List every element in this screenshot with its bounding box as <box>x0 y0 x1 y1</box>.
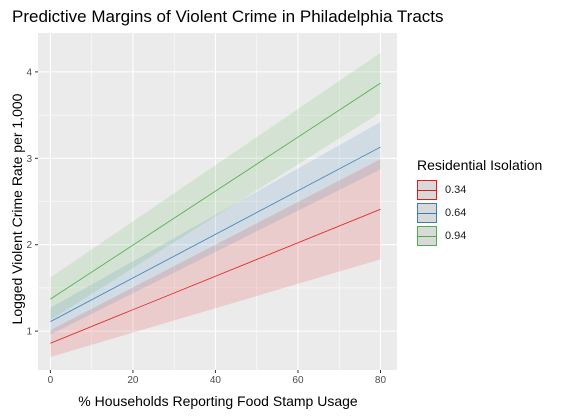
y-tick-label: 3 <box>26 154 32 165</box>
y-tick-label: 4 <box>26 67 32 78</box>
x-axis-ticks: 0 20 40 60 80 <box>48 370 387 386</box>
legend-key-line <box>418 190 436 191</box>
chart-title: Predictive Margins of Violent Crime in P… <box>12 7 444 26</box>
legend: Residential Isolation 0.34 0.64 0.94 <box>417 157 542 248</box>
legend-items: 0.34 0.64 0.94 <box>417 179 542 247</box>
confidence-band-0.64 <box>50 122 381 335</box>
x-tick-label: 80 <box>375 375 387 386</box>
legend-item: 0.94 <box>417 225 542 247</box>
major-gridlines <box>38 33 397 370</box>
confidence-band-0.34 <box>50 159 381 358</box>
x-tick-label: 0 <box>48 375 54 386</box>
legend-key-line <box>418 213 436 214</box>
y-axis-ticks: 1 2 3 4 <box>26 67 38 338</box>
y-tick-label: 1 <box>26 327 32 338</box>
x-tick-label: 60 <box>292 375 304 386</box>
x-tick-label: 40 <box>210 375 222 386</box>
minor-gridlines <box>38 33 397 370</box>
prediction-line-0.64 <box>50 146 381 322</box>
legend-item: 0.34 <box>417 179 542 201</box>
legend-key <box>417 226 437 246</box>
prediction-line-0.94 <box>50 82 381 300</box>
prediction-line-0.34 <box>50 208 381 344</box>
legend-key-line <box>418 236 436 237</box>
legend-label: 0.94 <box>445 230 467 242</box>
legend-label: 0.34 <box>445 184 467 196</box>
y-axis-label: Logged Violent Crime Rate per 1,000 <box>9 93 25 325</box>
legend-item: 0.64 <box>417 202 542 224</box>
x-axis-label: % Households Reporting Food Stamp Usage <box>78 393 358 409</box>
x-tick-label: 20 <box>127 375 139 386</box>
legend-label: 0.64 <box>445 207 467 219</box>
confidence-ribbons <box>50 52 381 358</box>
legend-title: Residential Isolation <box>417 157 543 173</box>
legend-key <box>417 203 437 223</box>
confidence-band-0.94 <box>50 52 381 320</box>
legend-key <box>417 180 437 200</box>
y-tick-label: 2 <box>26 240 32 251</box>
prediction-lines <box>50 82 381 344</box>
